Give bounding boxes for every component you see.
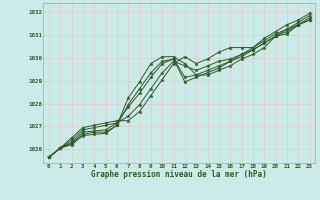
X-axis label: Graphe pression niveau de la mer (hPa): Graphe pression niveau de la mer (hPa): [91, 170, 267, 179]
